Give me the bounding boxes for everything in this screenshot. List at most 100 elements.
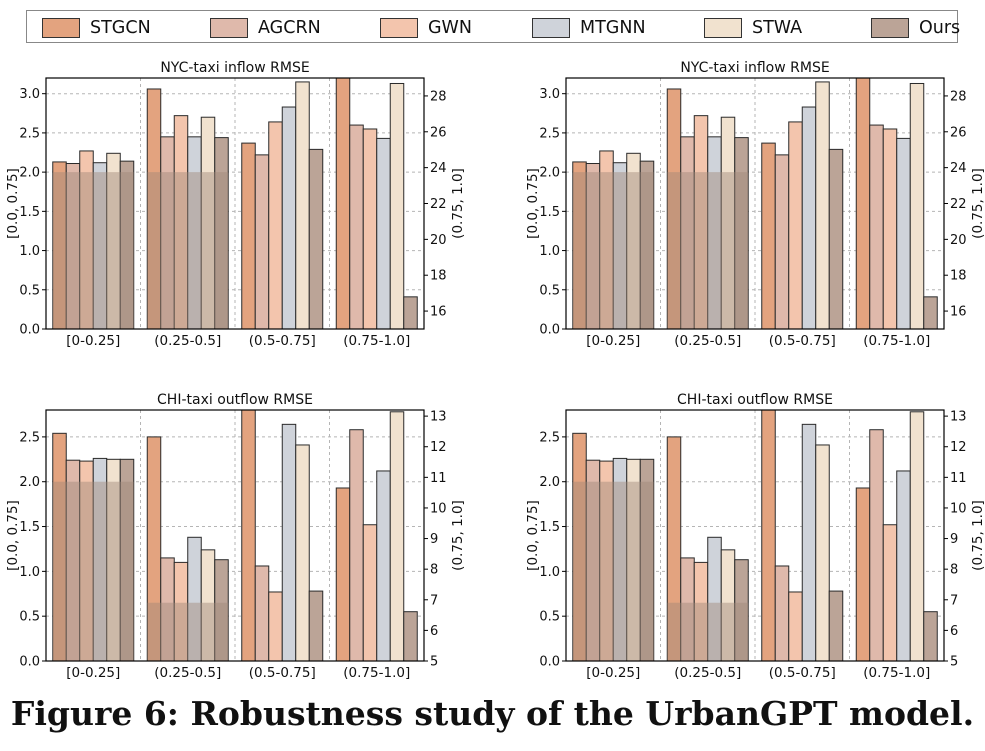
chart-title: CHI-taxi outflow RMSE <box>157 392 313 408</box>
y2-tick-label: 26 <box>950 125 967 140</box>
bar-mtgnn <box>376 137 391 330</box>
x-tick-label: [0-0.25] <box>586 665 640 681</box>
bar-stwa <box>389 411 405 662</box>
y-tick-label: 1.0 <box>539 565 560 580</box>
y2-tick-label: 11 <box>430 471 447 486</box>
y2-tick-label: 9 <box>950 532 958 547</box>
legend: STGCN AGCRN GWN MTGNN STWA Ours <box>26 10 961 43</box>
y2-tick-label: 20 <box>950 233 967 248</box>
bar-gwn <box>788 591 803 662</box>
y2-tick-label: 22 <box>950 197 967 212</box>
y-tick-label: 0.5 <box>539 283 560 298</box>
y-tick-label: 1.0 <box>19 565 40 580</box>
overlay-block <box>147 602 229 661</box>
bar-ours <box>923 296 938 330</box>
y-tick-label: 1.5 <box>539 205 560 220</box>
bar-agcrn <box>869 429 884 662</box>
y2-tick-label: 13 <box>950 410 967 425</box>
x-tick-label: (0.5-0.75] <box>769 333 836 349</box>
y-tick-label: 0.5 <box>19 610 40 625</box>
chart-title: CHI-taxi outflow RMSE <box>677 392 833 408</box>
legend-label: AGCRN <box>258 18 321 38</box>
x-tick-label: (0.5-0.75] <box>249 665 316 681</box>
y-tick-label: 1.5 <box>539 520 560 535</box>
bar-stgcn <box>335 487 351 662</box>
y2-tick-label: 26 <box>430 125 447 140</box>
bar-mtgnn <box>896 470 911 662</box>
y-tick-label: 2.5 <box>19 126 40 141</box>
bar-stgcn <box>761 142 776 330</box>
bar-agcrn <box>349 124 364 330</box>
y2-tick-label: 16 <box>430 305 447 320</box>
y-tick-label: 2.5 <box>539 430 560 445</box>
x-tick-label: (0.75-1.0] <box>863 333 930 349</box>
x-tick-label: (0.75-1.0] <box>343 665 410 681</box>
bar-stwa <box>815 81 830 330</box>
bar-stwa <box>295 81 310 330</box>
bar-agcrn <box>254 565 270 662</box>
bar-mtgnn <box>281 106 297 330</box>
bar-stwa <box>815 444 830 662</box>
bar-stgcn <box>855 487 871 662</box>
x-tick-label: (0.25-0.5] <box>154 333 221 349</box>
bar-stwa <box>909 411 925 662</box>
y2-tick-label: 5 <box>430 655 438 670</box>
bar-stgcn <box>335 77 351 330</box>
y2-tick-label: 24 <box>430 161 447 176</box>
y2-tick-label: 18 <box>950 269 967 284</box>
y-axis-label: [0.0, 0.75] <box>5 500 21 571</box>
y-tick-label: 2.0 <box>539 475 560 490</box>
y2-tick-label: 24 <box>950 161 967 176</box>
legend-swatch <box>210 18 248 38</box>
bar-gwn <box>882 128 898 330</box>
plot-frame <box>565 409 945 662</box>
y-tick-label: 0.0 <box>19 323 40 338</box>
bar-ours <box>403 296 418 330</box>
y-tick-label: 3.0 <box>19 87 40 102</box>
bar-stgcn <box>761 409 776 662</box>
bar-gwn <box>882 524 898 662</box>
y2-tick-label: 8 <box>950 563 958 578</box>
bar-ours <box>308 590 324 662</box>
y2-tick-label: 11 <box>950 471 967 486</box>
chart-nyc-taxi-inflow-right: NYC-taxi inflow RMSE 0.0 0.5 1.0 1.5 2.0 2.5 3.… <box>525 60 985 349</box>
bar-stgcn <box>241 142 256 330</box>
chart-title: NYC-taxi inflow RMSE <box>160 60 309 76</box>
y2-axis-label: (0.75, 1.0] <box>450 168 466 239</box>
bar-mtgnn <box>801 423 817 662</box>
bar-agcrn <box>774 565 790 662</box>
legend-label: STWA <box>752 18 803 38</box>
bar-ours <box>828 590 844 662</box>
bar-stwa <box>909 82 925 330</box>
y2-tick-label: 13 <box>430 410 447 425</box>
y2-tick-label: 28 <box>950 89 967 104</box>
y-tick-label: 1.5 <box>19 205 40 220</box>
y-tick-label: 2.0 <box>19 475 40 490</box>
legend-label: MTGNN <box>580 18 646 38</box>
overlay-block <box>147 172 229 329</box>
bar-stwa <box>389 82 405 330</box>
y-axis-label: [0.0, 0.75] <box>525 168 541 239</box>
bar-gwn <box>362 524 378 662</box>
x-tick-label: (0.5-0.75] <box>769 665 836 681</box>
y-axis-label: [0.0, 0.75] <box>525 500 541 571</box>
x-tick-label: (0.75-1.0] <box>863 665 930 681</box>
chart-chi-taxi-outflow-right: CHI-taxi outflow RMSE 0.0 0.5 1.0 1.5 2.0 2.5 5… <box>525 392 985 681</box>
y-tick-label: 1.5 <box>19 520 40 535</box>
x-tick-label: (0.25-0.5] <box>674 333 741 349</box>
bar-agcrn <box>349 429 364 662</box>
y2-axis-label: (0.75, 1.0] <box>970 500 985 571</box>
legend-label: Ours <box>919 18 961 38</box>
legend-label: GWN <box>428 18 472 38</box>
y-tick-label: 2.0 <box>19 166 40 181</box>
legend-swatch <box>380 18 418 38</box>
y-tick-label: 0.0 <box>19 655 40 670</box>
overlay-block <box>572 172 654 329</box>
bar-mtgnn <box>376 470 391 662</box>
y-tick-label: 1.0 <box>539 244 560 259</box>
bar-agcrn <box>869 124 884 330</box>
legend-swatch <box>871 18 909 38</box>
y-tick-label: 2.0 <box>539 166 560 181</box>
y-tick-label: 0.0 <box>539 655 560 670</box>
x-tick-label: [0-0.25] <box>66 665 120 681</box>
